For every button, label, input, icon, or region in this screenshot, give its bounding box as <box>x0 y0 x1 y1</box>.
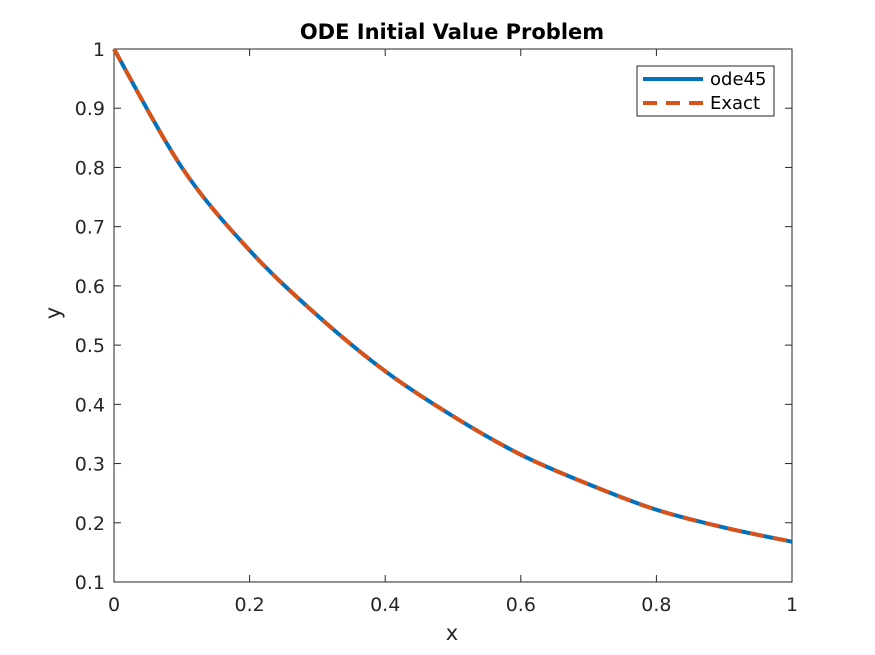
plot-area <box>113 48 793 583</box>
y-tick-label: 0.5 <box>75 335 105 357</box>
series-line-exact <box>112 48 793 544</box>
y-tick-label: 1 <box>93 39 105 61</box>
x-axis: 0 0.2 0.4 0.6 0.8 1 <box>108 49 798 616</box>
y-tick-label: 0.6 <box>75 276 105 298</box>
x-tick-label: 0.4 <box>370 594 400 616</box>
legend-label-ode45: ode45 <box>710 69 766 90</box>
y-axis: 0.1 0.2 0.3 0.4 0.5 0.6 0.7 0.8 0.9 1 <box>75 39 792 594</box>
x-tick-label: 0.8 <box>641 594 671 616</box>
y-tick-label: 0.2 <box>75 513 105 535</box>
x-axis-label: x <box>446 621 458 645</box>
legend: ode45 Exact <box>636 65 775 117</box>
y-tick-label: 0.9 <box>75 98 105 120</box>
axes-box <box>113 48 793 583</box>
x-tick-label: 0 <box>108 594 120 616</box>
y-axis-label: y <box>41 307 65 319</box>
y-tick-label: 0.4 <box>75 394 105 416</box>
y-tick-label: 0.7 <box>75 217 105 239</box>
x-tick-label: 0.2 <box>234 594 264 616</box>
series-layer <box>112 48 793 544</box>
y-tick-label: 0.3 <box>75 454 105 476</box>
x-tick-label: 1 <box>786 594 798 616</box>
x-tick-label: 0.6 <box>506 594 536 616</box>
y-tick-label: 0.1 <box>75 572 105 594</box>
y-tick-label: 0.8 <box>75 157 105 179</box>
legend-box <box>636 65 775 117</box>
legend-label-exact: Exact <box>710 93 760 114</box>
chart-title: ODE Initial Value Problem <box>300 20 604 44</box>
